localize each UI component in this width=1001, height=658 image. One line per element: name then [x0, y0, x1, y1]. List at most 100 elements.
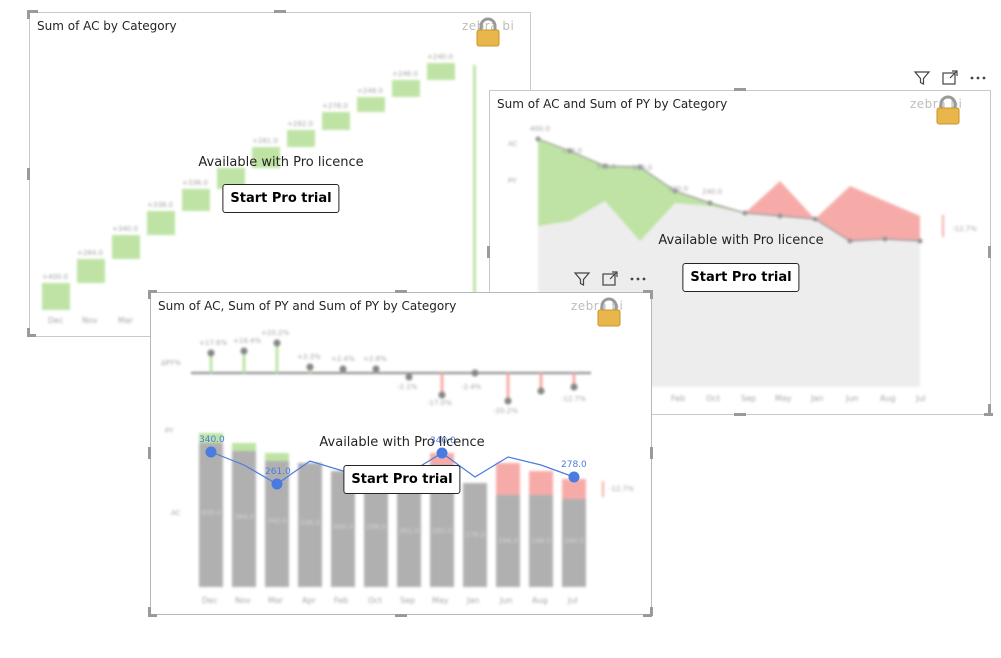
bar-label: 240.0	[564, 537, 584, 545]
py-line-overlay: 340.0 261.0 340.0 278.0	[199, 435, 587, 490]
filter-icon[interactable]	[573, 270, 591, 288]
resize-handle[interactable]	[27, 334, 36, 337]
resize-handle[interactable]	[395, 290, 407, 293]
x-label: Sep	[741, 394, 756, 403]
bar-label: +240.0	[427, 53, 453, 61]
column-variance	[232, 443, 256, 451]
bar-label: 246.0	[531, 537, 551, 545]
bar-label: 338.0	[300, 519, 320, 527]
bar-label: +282.0	[287, 120, 313, 128]
resize-handle[interactable]	[27, 10, 30, 19]
bar-7	[252, 147, 280, 168]
start-pro-trial-button[interactable]: Start Pro trial	[682, 263, 800, 292]
focus-mode-icon[interactable]	[941, 69, 959, 87]
resize-handle[interactable]	[650, 290, 653, 299]
column	[232, 449, 256, 587]
x-label: Sep	[400, 596, 415, 605]
top-label: 400.0	[530, 125, 550, 133]
bar-label: 400.0	[201, 509, 221, 517]
bar-label: +336.0	[182, 179, 208, 187]
resize-handle[interactable]	[643, 614, 652, 617]
column-variance	[562, 479, 586, 499]
x-label: Jan	[466, 596, 479, 605]
pct-label: -17.0%	[427, 399, 452, 407]
delta-label: -12.7%	[609, 485, 634, 493]
lock-icon	[936, 95, 960, 125]
x-label: Dec	[48, 316, 63, 325]
x-label: Oct	[368, 596, 382, 605]
resize-handle[interactable]	[148, 290, 151, 299]
lock-icon	[476, 17, 500, 47]
filter-icon[interactable]	[913, 69, 931, 87]
row-label: AC	[508, 140, 518, 148]
resize-handle[interactable]	[650, 607, 653, 616]
x-label: Dec	[202, 596, 217, 605]
delta-marker	[942, 215, 944, 237]
resize-handle[interactable]	[643, 290, 652, 293]
brand-watermark: zebra bi	[462, 19, 515, 33]
pct-label: +2.8%	[363, 355, 387, 363]
x-label: Mar	[118, 316, 134, 325]
point	[567, 148, 573, 154]
py-label: 340.0	[430, 436, 456, 446]
pin-head	[339, 365, 347, 373]
resize-handle[interactable]	[984, 413, 993, 416]
column	[199, 441, 223, 587]
bar-1	[42, 283, 70, 310]
resize-handle[interactable]	[734, 88, 746, 91]
bar-label: 261.0	[399, 527, 419, 535]
column	[529, 493, 553, 587]
point	[535, 136, 541, 142]
column	[463, 483, 487, 587]
resize-handle[interactable]	[148, 447, 151, 459]
point	[777, 213, 783, 219]
row-label: AC	[171, 509, 181, 517]
more-options-icon[interactable]	[969, 69, 987, 87]
column-variance	[199, 433, 223, 443]
py-label: 340.0	[199, 435, 225, 445]
resize-handle[interactable]	[29, 10, 38, 13]
bar-3	[112, 235, 140, 259]
visual-ac-py-py-by-category[interactable]: Sum of AC, Sum of PY and Sum of PY by Ca…	[150, 292, 652, 615]
x-label: Feb	[671, 394, 685, 403]
resize-handle[interactable]	[395, 614, 407, 617]
bar-label: +246.0	[392, 70, 418, 78]
bar-label: +338.0	[147, 201, 173, 209]
lock-icon	[597, 297, 621, 327]
column	[298, 463, 322, 587]
pct-label: +18.4%	[233, 337, 261, 345]
point	[707, 200, 713, 206]
bar-10	[357, 97, 385, 112]
more-options-icon[interactable]	[629, 270, 647, 288]
resize-handle[interactable]	[988, 246, 991, 258]
negative-variance	[745, 181, 920, 241]
x-label: Nov	[82, 316, 98, 325]
visual-ac-by-category[interactable]: Sum of AC by Category zebra bi +400.0 +2…	[29, 12, 531, 337]
resize-handle[interactable]	[148, 290, 157, 293]
column-variance	[529, 471, 553, 495]
bar-label: +261.0	[252, 137, 278, 145]
pin-head	[438, 391, 446, 399]
bar-label: +248.0	[357, 87, 383, 95]
resize-handle[interactable]	[27, 328, 30, 337]
start-pro-trial-button[interactable]: Start Pro trial	[343, 465, 461, 494]
bar-9	[322, 112, 350, 130]
resize-handle[interactable]	[148, 614, 157, 617]
bar-11	[392, 80, 420, 97]
resize-handle[interactable]	[148, 607, 151, 616]
bar-label: 260.0	[432, 527, 452, 535]
x-label: Feb	[334, 596, 348, 605]
resize-handle[interactable]	[274, 10, 286, 13]
resize-handle[interactable]	[487, 246, 490, 258]
resize-handle[interactable]	[988, 404, 991, 413]
focus-mode-icon[interactable]	[601, 270, 619, 288]
start-pro-trial-button[interactable]: Start Pro trial	[222, 184, 340, 213]
resize-handle[interactable]	[650, 447, 653, 459]
bar-label: 278.0	[465, 531, 485, 539]
x-label: Aug	[532, 596, 548, 605]
visual-header-icons	[573, 270, 647, 288]
resize-handle[interactable]	[734, 413, 746, 416]
x-label: Jul	[567, 596, 578, 605]
resize-handle[interactable]	[27, 168, 30, 180]
row-label: PY	[165, 427, 174, 435]
